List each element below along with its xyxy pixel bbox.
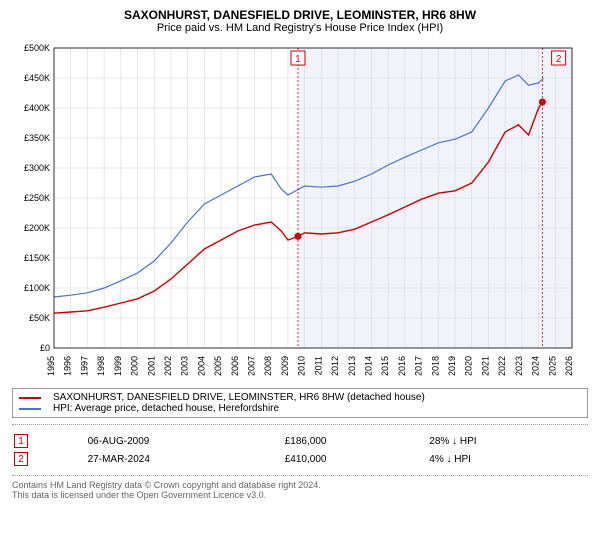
legend-swatch — [19, 397, 41, 399]
svg-text:£500K: £500K — [24, 43, 50, 53]
svg-text:2010: 2010 — [297, 356, 307, 376]
svg-text:1998: 1998 — [96, 356, 106, 376]
svg-text:£350K: £350K — [24, 133, 50, 143]
svg-text:2: 2 — [556, 54, 562, 65]
svg-text:2018: 2018 — [430, 356, 440, 376]
marker-badge: 2 — [14, 452, 28, 466]
svg-text:2004: 2004 — [196, 356, 206, 376]
legend-row: HPI: Average price, detached house, Here… — [19, 403, 581, 414]
anno-date: 27-MAR-2024 — [88, 451, 283, 467]
page-title: SAXONHURST, DANESFIELD DRIVE, LEOMINSTER… — [12, 8, 588, 22]
marker-badge: 1 — [14, 434, 28, 448]
svg-text:2012: 2012 — [330, 356, 340, 376]
svg-text:2006: 2006 — [230, 356, 240, 376]
svg-text:£200K: £200K — [24, 223, 50, 233]
svg-text:2023: 2023 — [514, 356, 524, 376]
svg-text:2001: 2001 — [146, 356, 156, 376]
anno-price: £410,000 — [285, 451, 428, 467]
page-subtitle: Price paid vs. HM Land Registry's House … — [12, 22, 588, 34]
legend-label: SAXONHURST, DANESFIELD DRIVE, LEOMINSTER… — [53, 392, 425, 403]
svg-text:£400K: £400K — [24, 103, 50, 113]
svg-text:2011: 2011 — [313, 356, 323, 375]
svg-text:£0: £0 — [40, 343, 50, 353]
svg-text:2016: 2016 — [397, 356, 407, 376]
svg-text:£100K: £100K — [24, 283, 50, 293]
svg-text:2014: 2014 — [363, 356, 373, 376]
svg-text:£300K: £300K — [24, 163, 50, 173]
svg-text:2021: 2021 — [480, 356, 490, 376]
annotation-table: 1 06-AUG-2009 £186,000 28% ↓ HPI 2 27-MA… — [12, 424, 588, 469]
svg-text:1995: 1995 — [46, 356, 56, 376]
svg-text:£250K: £250K — [24, 193, 50, 203]
svg-text:2025: 2025 — [547, 356, 557, 376]
svg-text:£50K: £50K — [29, 313, 50, 323]
anno-delta: 4% ↓ HPI — [429, 451, 586, 467]
svg-text:2009: 2009 — [280, 356, 290, 376]
svg-text:1997: 1997 — [79, 356, 89, 376]
anno-delta: 28% ↓ HPI — [429, 433, 586, 449]
table-row: 1 06-AUG-2009 £186,000 28% ↓ HPI — [14, 433, 586, 449]
svg-text:2026: 2026 — [564, 356, 574, 376]
svg-text:£450K: £450K — [24, 73, 50, 83]
svg-text:2022: 2022 — [497, 356, 507, 376]
svg-text:2013: 2013 — [347, 356, 357, 376]
chart-svg: £0 £50K £100K £150K £200K £250K £300K £350K £400… — [12, 42, 582, 382]
table-row: 2 27-MAR-2024 £410,000 4% ↓ HPI — [14, 451, 586, 467]
svg-text:2007: 2007 — [247, 356, 257, 376]
svg-text:2019: 2019 — [447, 356, 457, 376]
svg-text:2017: 2017 — [414, 356, 424, 376]
chart: £0 £50K £100K £150K £200K £250K £300K £350K £400… — [12, 42, 588, 382]
legend-label: HPI: Average price, detached house, Here… — [53, 403, 279, 414]
legend-row: SAXONHURST, DANESFIELD DRIVE, LEOMINSTER… — [19, 392, 581, 403]
anno-price: £186,000 — [285, 433, 428, 449]
svg-text:2008: 2008 — [263, 356, 273, 376]
footer: Contains HM Land Registry data © Crown c… — [12, 475, 588, 500]
footer-line: This data is licensed under the Open Gov… — [12, 490, 588, 500]
svg-text:2020: 2020 — [464, 356, 474, 376]
footer-line: Contains HM Land Registry data © Crown c… — [12, 480, 588, 490]
anno-date: 06-AUG-2009 — [88, 433, 283, 449]
svg-text:2002: 2002 — [163, 356, 173, 376]
svg-text:2000: 2000 — [130, 356, 140, 376]
svg-text:2015: 2015 — [380, 356, 390, 376]
svg-text:2005: 2005 — [213, 356, 223, 376]
svg-text:2024: 2024 — [531, 356, 541, 376]
svg-text:1: 1 — [295, 54, 301, 65]
svg-text:£150K: £150K — [24, 253, 50, 263]
legend: SAXONHURST, DANESFIELD DRIVE, LEOMINSTER… — [12, 388, 588, 418]
svg-text:1999: 1999 — [113, 356, 123, 376]
svg-text:2003: 2003 — [180, 356, 190, 376]
svg-text:1996: 1996 — [63, 356, 73, 376]
legend-swatch — [19, 408, 41, 410]
